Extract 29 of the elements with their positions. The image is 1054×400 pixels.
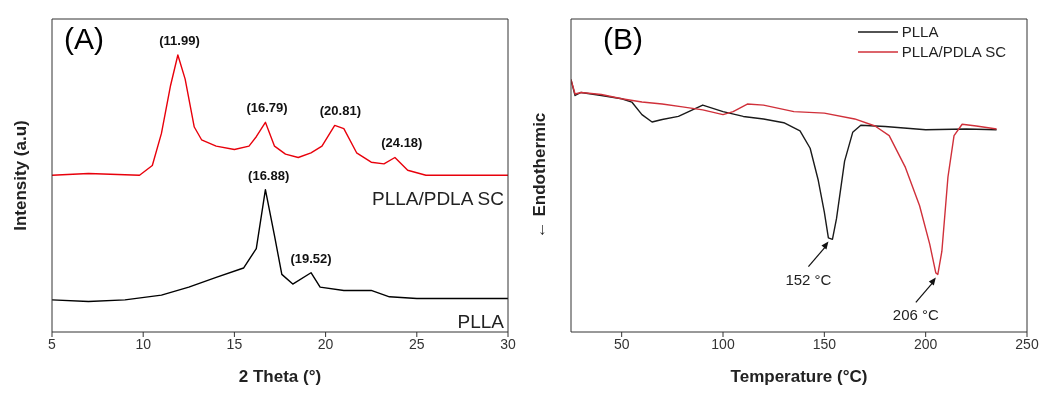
x-tick-label: 30: [500, 335, 516, 352]
x-tick-label: 250: [1015, 335, 1039, 352]
annotation: (24.18): [381, 135, 423, 151]
y-axis-title: Intensity (a.u): [11, 120, 31, 231]
annotation: (16.88): [248, 167, 290, 183]
chart-title: (A): [64, 22, 104, 56]
annotation: (11.99): [159, 33, 200, 49]
x-tick-label: 100: [711, 335, 735, 352]
annotation: (20.81): [319, 103, 361, 119]
chart-title: (B): [603, 22, 643, 56]
x-tick-label: 15: [226, 335, 243, 352]
x-axis-title: Temperature (°C): [730, 367, 868, 386]
legend-label: PLLA/PDLA SC: [901, 42, 1006, 62]
x-tick-label: 20: [317, 335, 334, 352]
annotation: (16.79): [246, 100, 288, 116]
series-label: PLLA: [457, 311, 505, 333]
annotation: 206 °C: [892, 306, 939, 324]
x-tick-label: 150: [812, 335, 837, 352]
x-tick-label: 10: [135, 335, 152, 352]
annotation: 152 °C: [785, 270, 832, 288]
series-label: PLLA/PDLA SC: [371, 188, 504, 210]
x-tick-label: 50: [613, 335, 630, 352]
annotation: (19.52): [290, 250, 332, 266]
x-axis-title: 2 Theta (°): [238, 367, 322, 386]
x-tick-label: 200: [913, 335, 938, 352]
x-tick-label: 25: [409, 335, 425, 352]
y-axis-title: ← Endothermic: [530, 112, 550, 239]
legend-label: PLLA: [901, 22, 939, 42]
x-tick-label: 5: [48, 335, 57, 352]
